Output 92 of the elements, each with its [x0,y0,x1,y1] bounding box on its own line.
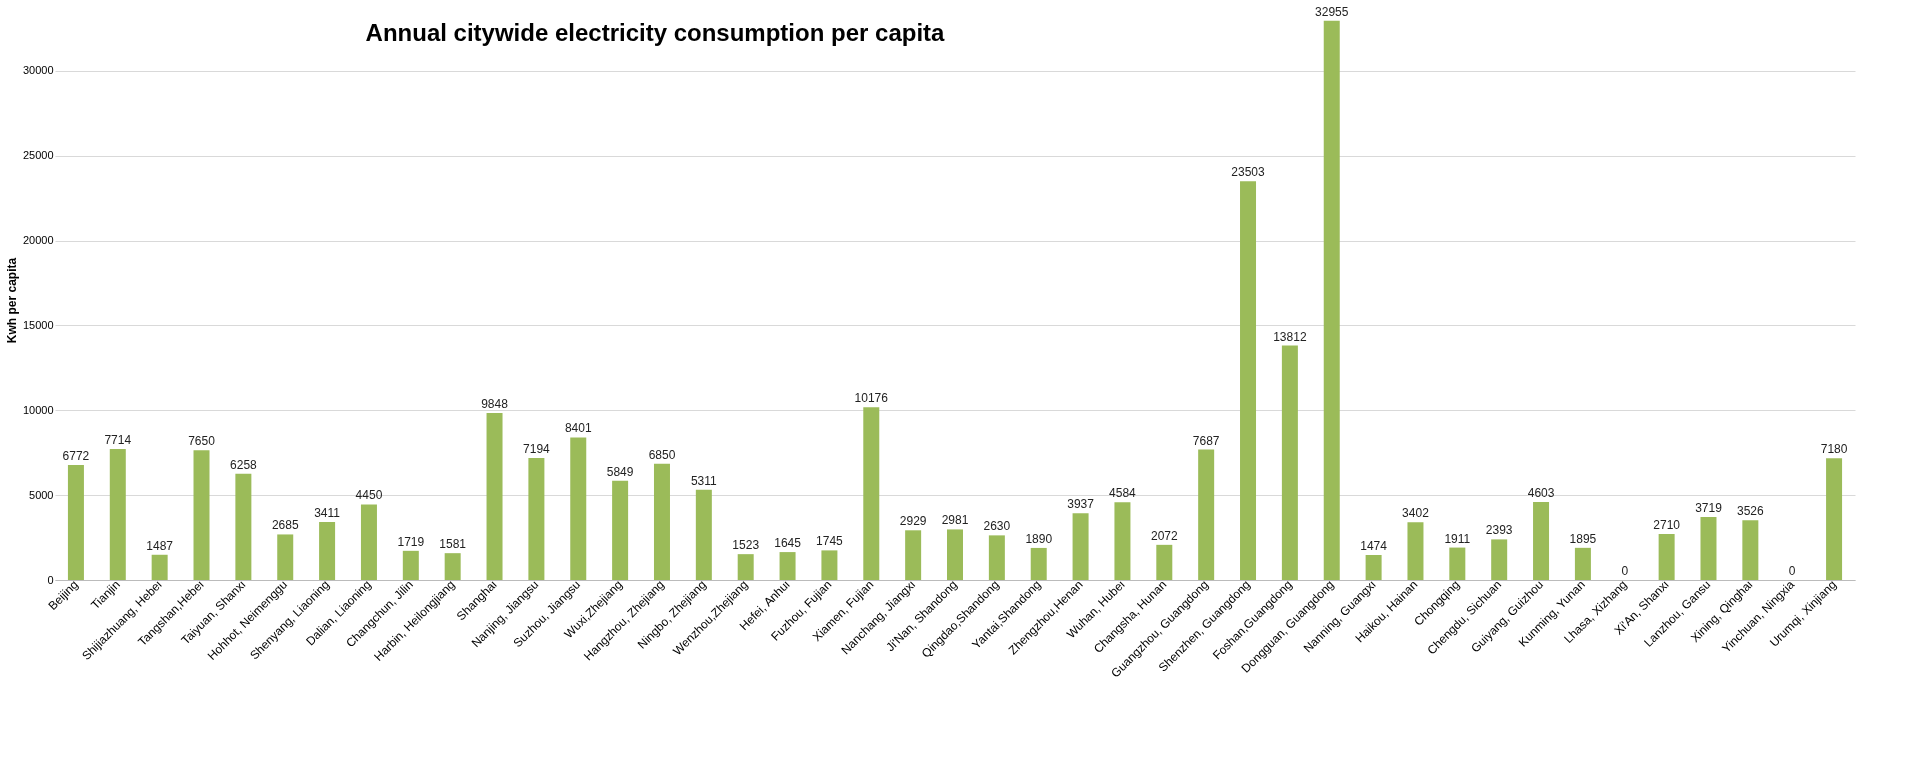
data-label: 1487 [146,538,174,553]
data-label: 7650 [188,434,216,449]
data-label: 6850 [648,447,676,462]
bar [1742,520,1759,580]
data-label: 7714 [104,433,132,448]
data-label: 2685 [271,518,299,533]
data-label: 6772 [62,449,90,464]
bar [402,550,419,580]
bar [1365,554,1382,580]
bar [863,407,880,580]
data-label: 2630 [983,519,1011,534]
data-label: 1895 [1569,531,1597,546]
bar [277,534,294,580]
data-label: 3719 [1695,500,1723,515]
data-label: 2072 [1150,528,1178,543]
bar [821,550,838,580]
data-label: 2393 [1485,523,1513,538]
bar [1574,547,1591,580]
data-label: 7687 [1192,433,1220,448]
bar [1658,534,1675,580]
bar [1449,547,1466,580]
data-label: 3402 [1402,506,1430,521]
bar [319,522,336,580]
data-label: 32955 [1315,4,1349,19]
bar [988,535,1005,580]
y-tick-label: 5000 [29,488,54,501]
data-label: 0 [1621,564,1629,578]
data-label: 4584 [1109,486,1137,501]
bar [67,465,84,580]
bar [360,504,377,580]
bar [1407,522,1424,580]
bar [737,554,754,580]
bar [1491,539,1508,580]
bar [193,450,210,580]
data-label: 7180 [1820,442,1848,457]
data-label: 1645 [774,536,802,551]
bar [444,553,461,580]
data-label: 1719 [397,534,425,549]
data-label: 5311 [690,473,718,488]
data-label: 3937 [1067,497,1095,512]
bar [570,437,587,580]
bar [779,552,796,580]
data-label: 3526 [1737,504,1765,519]
bar [151,554,168,580]
data-label: 0 [1788,564,1796,578]
data-label: 1581 [439,537,467,552]
data-label: 8401 [564,421,592,436]
data-label: 5849 [606,464,634,479]
y-tick-label: 20000 [22,234,54,247]
y-axis-title: Kwh per capita [4,257,19,344]
bar [1281,345,1298,580]
bar [1072,513,1089,580]
y-tick-label: 25000 [22,149,54,162]
bar [905,530,922,580]
bar [1323,20,1340,580]
data-label: 9848 [481,396,509,411]
data-label: 2981 [941,513,969,528]
data-label: 1890 [1025,531,1053,546]
bar [235,473,252,580]
data-label: 4603 [1527,485,1555,500]
data-label: 4450 [355,488,383,503]
bar [1826,458,1843,580]
bar [1156,544,1173,580]
bar [653,463,670,580]
data-label: 1745 [816,534,844,549]
data-label: 7194 [523,441,551,456]
bar [695,489,712,580]
data-label: 3411 [314,506,341,521]
y-tick-label: 30000 [22,64,54,77]
data-label: 2710 [1653,518,1681,533]
bar [1114,502,1131,580]
bar [528,457,545,580]
bar [486,412,503,580]
bar [1030,547,1047,580]
data-label: 10176 [854,391,889,406]
data-label: 23503 [1231,165,1266,180]
y-tick-label: 10000 [22,403,54,416]
data-label: 1523 [732,538,760,553]
bar [109,449,126,580]
data-label: 1474 [1360,538,1388,553]
y-tick-label: 15000 [22,318,54,331]
bar [947,529,963,580]
bar [1700,516,1717,580]
chart-title: Annual citywide electricity consumption per capita [365,18,946,46]
data-label: 6258 [230,457,258,472]
bar [1198,449,1215,580]
data-label: 2929 [899,514,927,529]
bar [1533,501,1550,580]
bar [1240,181,1257,580]
data-label: 13812 [1273,329,1307,344]
data-label: 1911 [1444,531,1471,546]
bar [612,480,629,580]
